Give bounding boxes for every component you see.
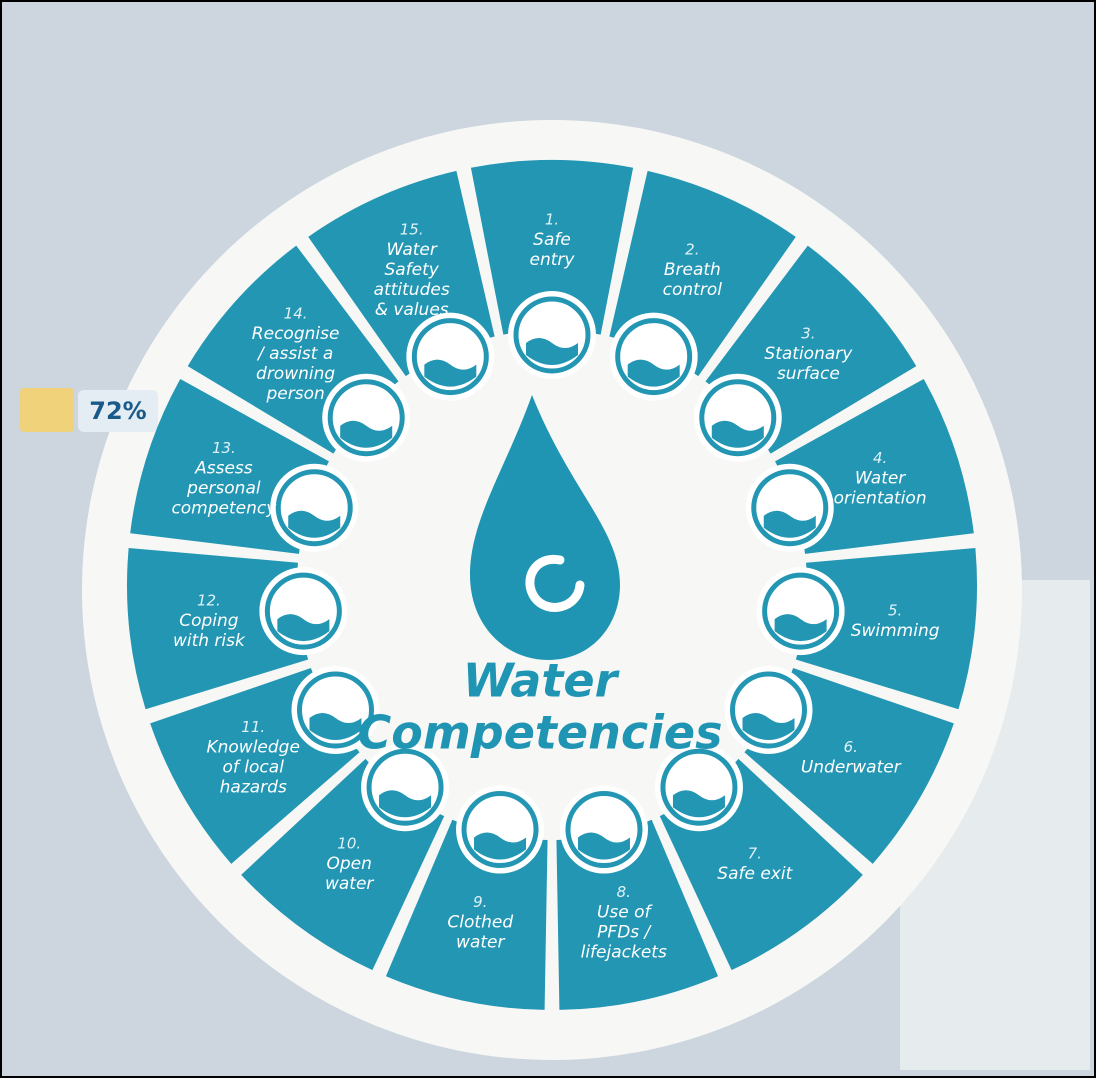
segment-number: 1. [545, 211, 559, 229]
segment-label: attitudes [374, 280, 450, 300]
segment-label: Water [386, 240, 437, 260]
segment-label: Water [855, 468, 906, 488]
segment-label: control [663, 280, 723, 300]
segment-number: 13. [212, 439, 236, 457]
side-label: 72% [89, 397, 146, 425]
segment-label: Open [327, 854, 372, 874]
segment-number: 7. [748, 845, 762, 863]
segment-number: 3. [801, 325, 815, 343]
segment-label: Swimming [851, 621, 940, 641]
segment-label: Assess [194, 458, 253, 478]
segment-number: 8. [617, 883, 631, 901]
segment-number: 11. [241, 718, 265, 736]
segment-label: personal [186, 478, 261, 498]
segment-label: orientation [834, 488, 927, 508]
segment-label: Stationary [764, 344, 853, 364]
title-line: Competencies [358, 706, 723, 760]
segment-number: 12. [197, 592, 221, 610]
segment-number: 2. [685, 240, 699, 258]
segment-label: drowning [256, 364, 335, 384]
segment-label: entry [530, 250, 576, 270]
segment-number: 10. [337, 835, 361, 853]
segment-number: 5. [888, 602, 902, 620]
segment-label: Knowledge [206, 738, 299, 758]
page: 72% 1.Safeentry 2. Breathcontrol 3.Stationa… [0, 0, 1096, 1078]
segment-label: lifejackets [581, 942, 667, 962]
segment-label: Breath [664, 260, 721, 280]
segment-label: water [456, 932, 505, 952]
segment-label: water [325, 874, 374, 894]
segment-label: Safe [533, 230, 571, 250]
segment-label: Clothed [447, 912, 513, 932]
segment-label: person [265, 384, 324, 404]
segment-label: Recognise [252, 324, 340, 344]
segment-number: 9. [473, 893, 487, 911]
segment-number: 4. [873, 449, 887, 467]
title-line: Water [463, 654, 621, 708]
segment-number: 6. [844, 738, 858, 756]
segment-label: competency [171, 498, 277, 518]
segment-label: Safety [384, 260, 439, 280]
segment-label: with risk [173, 631, 246, 651]
side-bar [20, 388, 74, 432]
segment-label: surface [777, 364, 840, 384]
segment-number: 14. [284, 305, 308, 323]
segment-number: 15. [400, 220, 424, 238]
segment-label: of local [223, 758, 285, 778]
segment-label: Underwater [801, 758, 902, 778]
segment-label: Coping [179, 611, 239, 631]
segment-label: hazards [220, 778, 287, 798]
segment-label: Use of [597, 902, 654, 922]
segment-label: / assist a [256, 344, 333, 364]
segment-label: PFDs / [597, 922, 652, 942]
segment-label: & values [375, 300, 449, 320]
segment-label: Safe exit [717, 864, 793, 884]
